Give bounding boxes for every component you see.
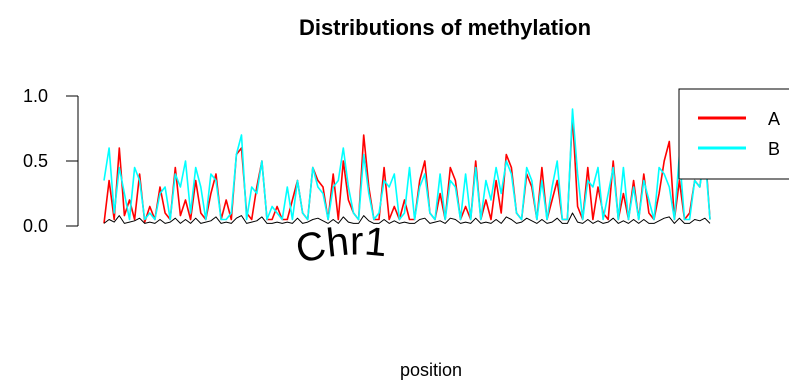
- y-tick-label: 0.0: [23, 216, 48, 236]
- series-line-b: [103, 108, 711, 221]
- y-axis: 0.0 0.5 1.0: [23, 86, 79, 236]
- x-axis-label: position: [400, 360, 462, 380]
- series-line-baseline: [103, 212, 711, 224]
- legend-label-a: A: [768, 109, 780, 129]
- legend-box: [678, 88, 789, 180]
- chart-title: Distributions of methylation: [299, 15, 591, 40]
- legend: A B: [678, 88, 789, 180]
- legend-label-b: B: [768, 139, 780, 159]
- y-tick-label: 0.5: [23, 151, 48, 171]
- plot-area: [103, 108, 711, 224]
- y-tick-label: 1.0: [23, 86, 48, 106]
- region-label: Chr1: [291, 219, 388, 272]
- region-label-text: Chr1: [291, 219, 388, 272]
